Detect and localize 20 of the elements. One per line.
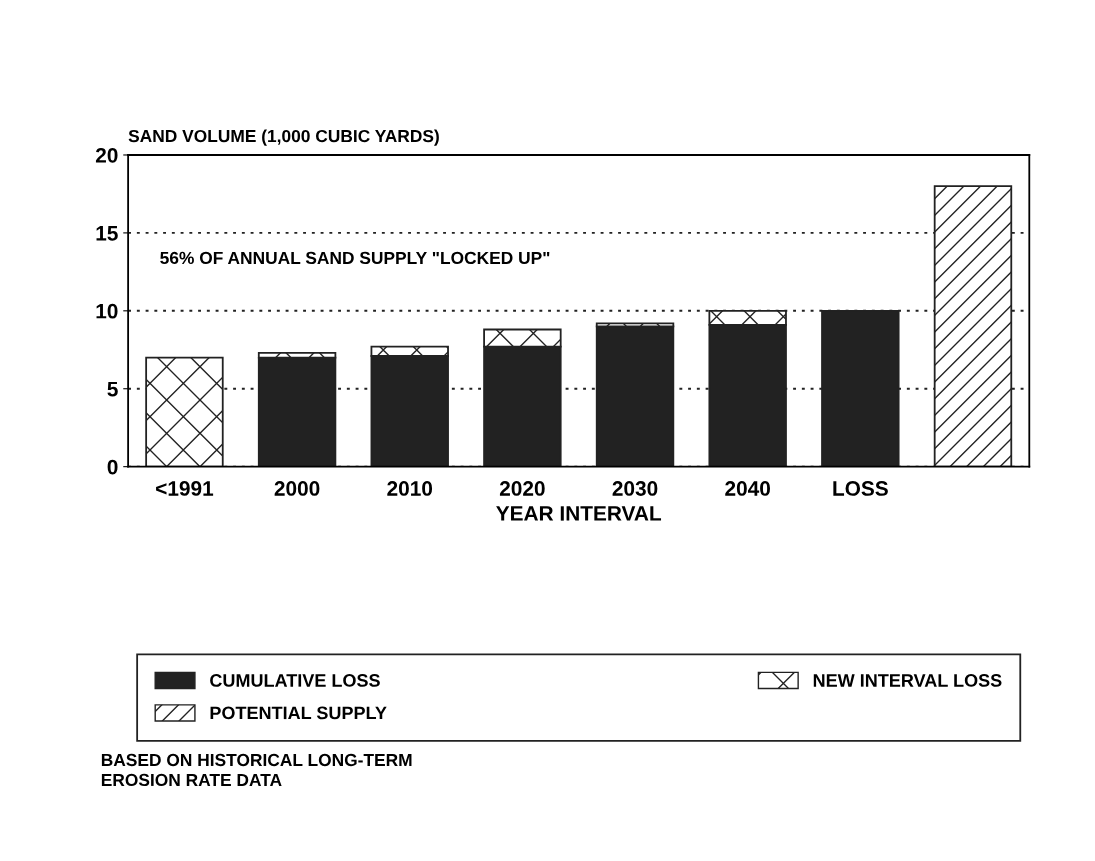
x-axis-title: YEAR INTERVAL xyxy=(496,506,662,521)
bar xyxy=(257,356,337,467)
y-axis-title: SAND VOLUME (1,000 CUBIC YARDS) xyxy=(128,129,439,146)
legend-label: NEW INTERVAL LOSS xyxy=(813,674,1002,687)
x-tick-label: <1991 xyxy=(156,481,214,496)
y-tick-label: 5 xyxy=(107,381,118,397)
x-tick-label: 2030 xyxy=(612,481,658,496)
x-tick-label: 2000 xyxy=(274,481,320,496)
x-tick-label: LOSS xyxy=(833,481,888,496)
y-tick-label: 0 xyxy=(107,459,118,475)
x-tick-label: 2020 xyxy=(499,481,545,496)
y-tick-label: 10 xyxy=(96,303,118,319)
x-tick-label: 2040 xyxy=(725,481,770,496)
y-tick-label: 15 xyxy=(96,226,118,241)
legend-label: CUMULATIVE LOSS xyxy=(210,674,380,687)
x-tick-label: 2010 xyxy=(387,481,433,496)
annotation: 56% OF ANNUAL SAND SUPPLY "LOCKED UP" xyxy=(160,251,550,265)
legend-label: POTENTIAL SUPPLY xyxy=(210,706,387,720)
text: BASED ON HISTORICAL LONG-TERM EROSION RATE DATA xyxy=(101,753,412,787)
y-tick-label: 20 xyxy=(95,147,118,163)
